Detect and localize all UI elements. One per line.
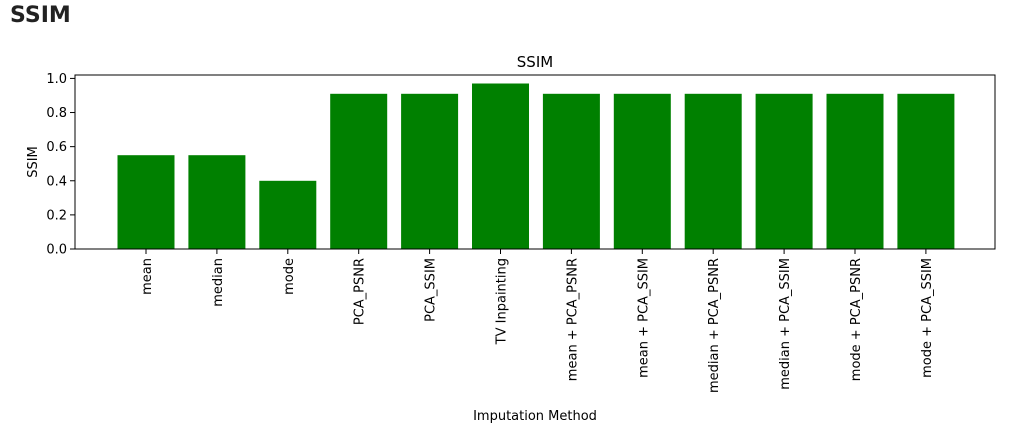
- x-axis-label: Imputation Method: [473, 409, 597, 424]
- bar-mode-pca-ssim: [897, 93, 955, 249]
- y-tick-label: 0.4: [46, 174, 67, 189]
- bar-mean-pca-psnr: [542, 93, 600, 249]
- x-tick-label: median: [211, 258, 226, 307]
- x-axis: mean median mode PCA_PSNR PCA_SSIM TV Inpaint…: [140, 249, 935, 393]
- x-tick-label: PCA_PSNR: [353, 258, 368, 325]
- bar-tv-inpainting: [472, 83, 529, 249]
- bar-mode-pca-psnr: [826, 93, 884, 249]
- page-heading: SSIM: [10, 3, 71, 28]
- bar-median-pca-ssim: [755, 93, 813, 249]
- y-axis-label: SSIM: [26, 146, 41, 178]
- bar-median-pca-psnr: [684, 93, 742, 249]
- bar-median: [188, 155, 246, 249]
- y-tick-label: 1.0: [46, 72, 67, 87]
- x-tick-label: median + PCA_SSIM: [778, 258, 793, 390]
- x-tick-label: TV Inpainting: [495, 258, 510, 345]
- x-tick-label: PCA_SSIM: [424, 258, 439, 322]
- x-tick-label: mode + PCA_SSIM: [920, 258, 935, 378]
- x-tick-label: median + PCA_PSNR: [707, 258, 722, 393]
- y-tick-label: 0.6: [46, 140, 67, 155]
- chart-title: SSIM: [517, 53, 553, 71]
- bar-pca-psnr: [330, 93, 388, 249]
- x-tick-label: mode + PCA_PSNR: [849, 258, 864, 381]
- y-tick-label: 0.2: [46, 208, 67, 223]
- y-axis: 0.0 0.2 0.4 0.6 0.8 1.0: [46, 72, 75, 258]
- plot-frame: [74, 74, 996, 250]
- bar-pca-ssim: [401, 93, 459, 249]
- x-tick-label: mean + PCA_PSNR: [565, 258, 580, 381]
- x-tick-label: mode: [282, 258, 297, 295]
- x-tick-label: mean + PCA_SSIM: [636, 258, 651, 378]
- x-tick-label: mean: [140, 258, 155, 295]
- y-tick-label: 0.8: [46, 106, 67, 121]
- bar-mean-pca-ssim: [613, 93, 671, 249]
- bars-group: [117, 83, 955, 249]
- bar-mean: [117, 155, 175, 249]
- y-tick-label: 0.0: [46, 243, 67, 258]
- bar-mode: [259, 180, 317, 249]
